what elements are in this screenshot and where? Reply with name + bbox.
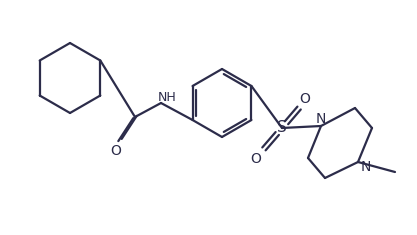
Text: S: S (277, 121, 287, 136)
Text: NH: NH (158, 90, 176, 103)
Text: O: O (111, 144, 121, 158)
Text: O: O (251, 152, 261, 166)
Text: O: O (299, 92, 310, 106)
Text: N: N (361, 160, 371, 174)
Text: N: N (316, 112, 326, 126)
